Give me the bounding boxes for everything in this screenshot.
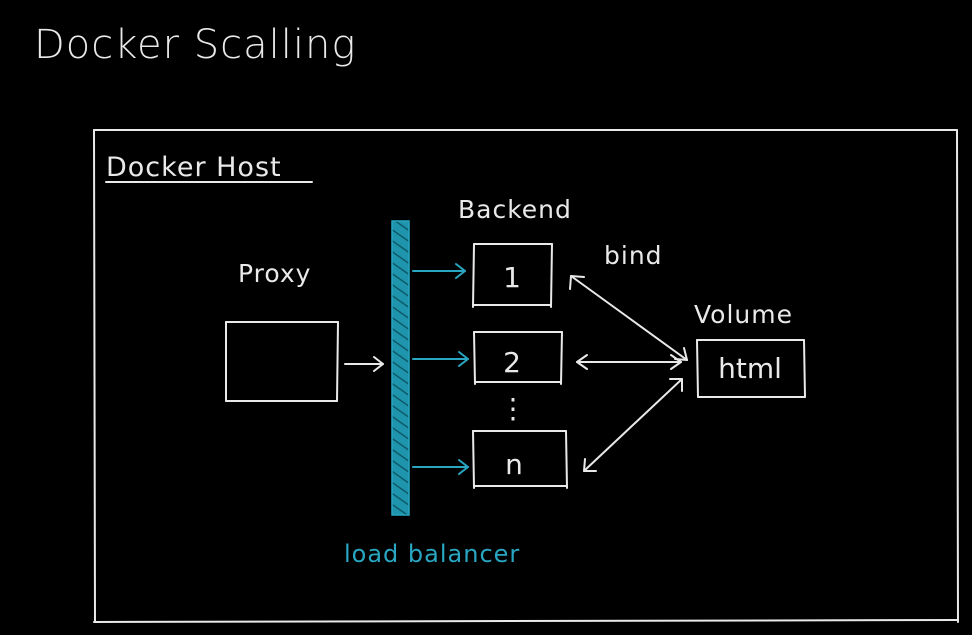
bind-arrow-n [583,378,683,472]
proxy-label: Proxy [238,259,311,288]
volume-content: html [718,352,782,385]
lb-to-backend-n-arrow [412,459,469,475]
backend-ellipsis: ⋮ [499,392,527,425]
diagram-title: Docker Scalling [34,22,356,68]
backend-instance-1: 1 [503,261,521,294]
volume-label: Volume [694,300,793,329]
backend-instance-2: 2 [503,346,521,379]
lb-to-backend-2-arrow [412,351,469,367]
backend-box-2 [473,331,563,385]
bind-arrow-2 [576,354,682,370]
bind-arrow-1 [569,275,688,361]
backend-box-1 [472,243,553,308]
docker-host-frame [93,129,959,623]
load-balancer-label: load balancer [344,540,520,568]
proxy-to-lb-arrow [344,356,384,372]
backend-box-n [472,430,568,489]
bind-label: bind [604,241,663,270]
backend-label: Backend [458,195,572,224]
load-balancer-bar [391,220,410,516]
backend-instance-n: n [505,448,523,481]
proxy-box [225,321,339,402]
docker-host-label: Docker Host [106,152,282,183]
lb-to-backend-1-arrow [412,263,466,279]
volume-box [696,339,806,398]
